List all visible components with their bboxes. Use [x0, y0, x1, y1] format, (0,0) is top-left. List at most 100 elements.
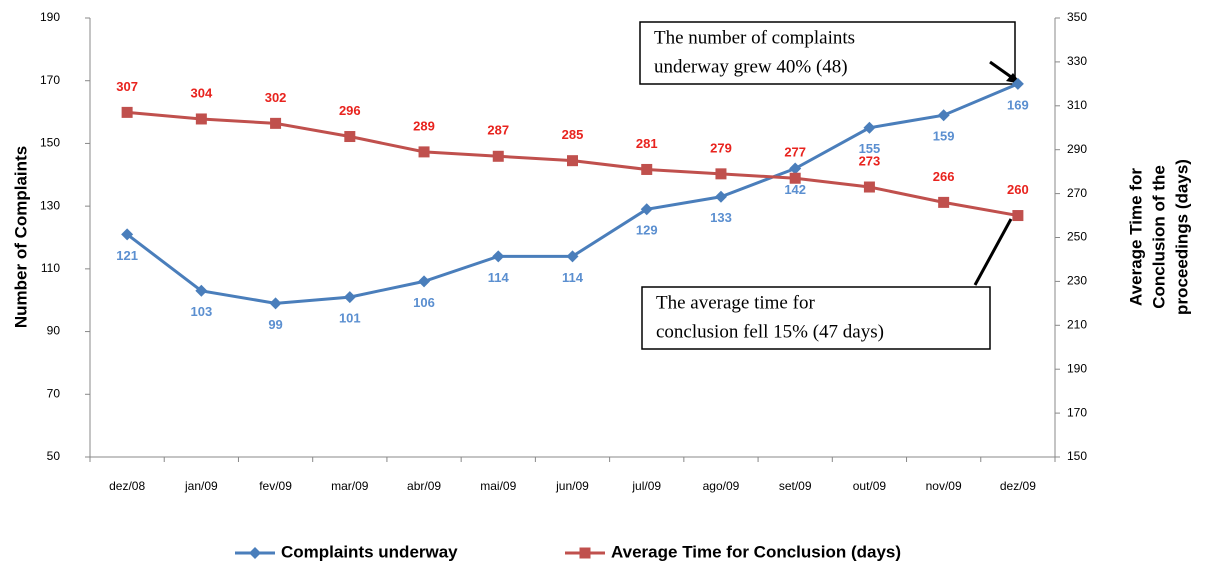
- data-point: [938, 196, 950, 208]
- y2-axis-label-line: Conclusion of the: [1149, 165, 1168, 309]
- data-label: 273: [859, 153, 881, 168]
- data-point: [715, 168, 727, 180]
- y2-tick-label: 170: [1067, 405, 1087, 419]
- y-tick-label: 110: [41, 261, 60, 275]
- y2-tick-label: 290: [1067, 142, 1087, 156]
- data-label: 142: [784, 182, 806, 197]
- x-tick-label: dez/08: [109, 479, 145, 493]
- data-point: [492, 250, 505, 263]
- data-label: 307: [116, 79, 138, 94]
- data-point: [418, 146, 430, 158]
- annotation-text: underway grew 40% (48): [654, 56, 848, 77]
- y2-tick-label: 150: [1067, 449, 1087, 463]
- data-label: 121: [116, 248, 138, 263]
- legend-marker: [249, 547, 261, 559]
- annotation-arrow: [989, 60, 1015, 81]
- y2-tick-label: 210: [1067, 317, 1087, 331]
- legend-marker: [579, 547, 591, 559]
- y-tick-label: 70: [47, 386, 61, 400]
- data-label: 155: [859, 141, 881, 156]
- data-point: [1011, 77, 1024, 90]
- data-point: [641, 163, 653, 175]
- y2-tick-label: 230: [1067, 274, 1087, 288]
- data-label: 287: [487, 123, 509, 138]
- data-point: [640, 203, 653, 216]
- y-tick-label: 170: [40, 73, 60, 87]
- y2-tick-label: 350: [1067, 10, 1087, 24]
- data-point: [195, 113, 207, 125]
- data-label: 159: [933, 129, 955, 144]
- y2-axis-label: Average Time for Conclusion of the proce…: [1126, 159, 1191, 315]
- data-label: 289: [413, 118, 435, 133]
- data-label: 285: [562, 127, 584, 142]
- annotation-box: [641, 286, 991, 350]
- y-tick-label: 130: [40, 198, 60, 212]
- data-label: 169: [1007, 97, 1029, 112]
- data-label: 302: [265, 90, 287, 105]
- y-tick-label: 150: [40, 136, 60, 150]
- data-point: [492, 150, 504, 162]
- annotation-text: The number of complaints: [654, 27, 855, 48]
- data-point: [418, 275, 431, 288]
- x-tick-label: ago/09: [703, 479, 740, 493]
- data-point: [937, 109, 950, 122]
- data-point: [269, 297, 282, 310]
- x-tick-label: dez/09: [1000, 479, 1036, 493]
- data-point: [121, 106, 133, 118]
- data-point: [343, 291, 356, 304]
- data-label: 129: [636, 223, 658, 238]
- data-label: 106: [413, 295, 435, 310]
- data-label: 266: [933, 169, 955, 184]
- y-axis-label: Number of Complaints: [11, 146, 30, 328]
- data-point: [567, 155, 578, 167]
- data-point: [1012, 210, 1024, 222]
- data-point: [121, 228, 134, 241]
- y-tick-label: 50: [47, 449, 61, 463]
- x-tick-label: nov/09: [926, 479, 962, 493]
- data-point: [714, 190, 727, 203]
- x-tick-label: jul/09: [631, 479, 661, 493]
- data-point: [195, 284, 208, 297]
- legend-label: Complaints underway: [281, 542, 458, 561]
- x-tick-label: jun/09: [555, 479, 589, 493]
- data-point: [789, 172, 801, 184]
- y-tick-label: 190: [40, 10, 60, 24]
- y2-tick-label: 190: [1067, 361, 1087, 375]
- data-point: [863, 181, 875, 193]
- annotation-text: conclusion fell 15% (47 days): [656, 321, 884, 342]
- data-label: 279: [710, 140, 732, 155]
- data-label: 260: [1007, 182, 1029, 197]
- data-point: [270, 117, 282, 129]
- y2-axis-label-line: proceedings (days): [1172, 159, 1191, 315]
- data-label: 277: [784, 145, 806, 160]
- data-label: 296: [339, 103, 361, 118]
- legend-label: Average Time for Conclusion (days): [611, 542, 901, 561]
- data-point: [863, 121, 876, 134]
- y2-tick-label: 330: [1067, 54, 1087, 68]
- x-tick-label: mar/09: [331, 479, 369, 493]
- data-label: 281: [636, 136, 658, 151]
- data-label: 103: [190, 304, 212, 319]
- y2-tick-label: 250: [1067, 230, 1087, 244]
- data-point: [344, 131, 356, 143]
- data-label: 114: [488, 270, 510, 285]
- data-label: 99: [268, 317, 282, 332]
- x-tick-label: mai/09: [480, 479, 516, 493]
- y-tick-label: 90: [47, 324, 61, 338]
- y2-axis-label-line: Average Time for: [1126, 168, 1145, 306]
- data-label: 304: [190, 85, 212, 100]
- x-tick-label: jan/09: [184, 479, 218, 493]
- x-tick-label: fev/09: [259, 479, 292, 493]
- annotation-text: The average time for: [656, 292, 815, 313]
- x-tick-label: out/09: [853, 479, 887, 493]
- y2-tick-label: 310: [1067, 98, 1087, 112]
- data-label: 114: [562, 270, 584, 285]
- data-label: 101: [339, 311, 361, 326]
- x-tick-label: abr/09: [407, 479, 441, 493]
- y2-tick-label: 270: [1067, 186, 1087, 200]
- data-point: [566, 250, 579, 263]
- annotation-arrow: [973, 218, 1013, 286]
- annotation-box: [639, 21, 1016, 85]
- x-tick-label: set/09: [779, 479, 812, 493]
